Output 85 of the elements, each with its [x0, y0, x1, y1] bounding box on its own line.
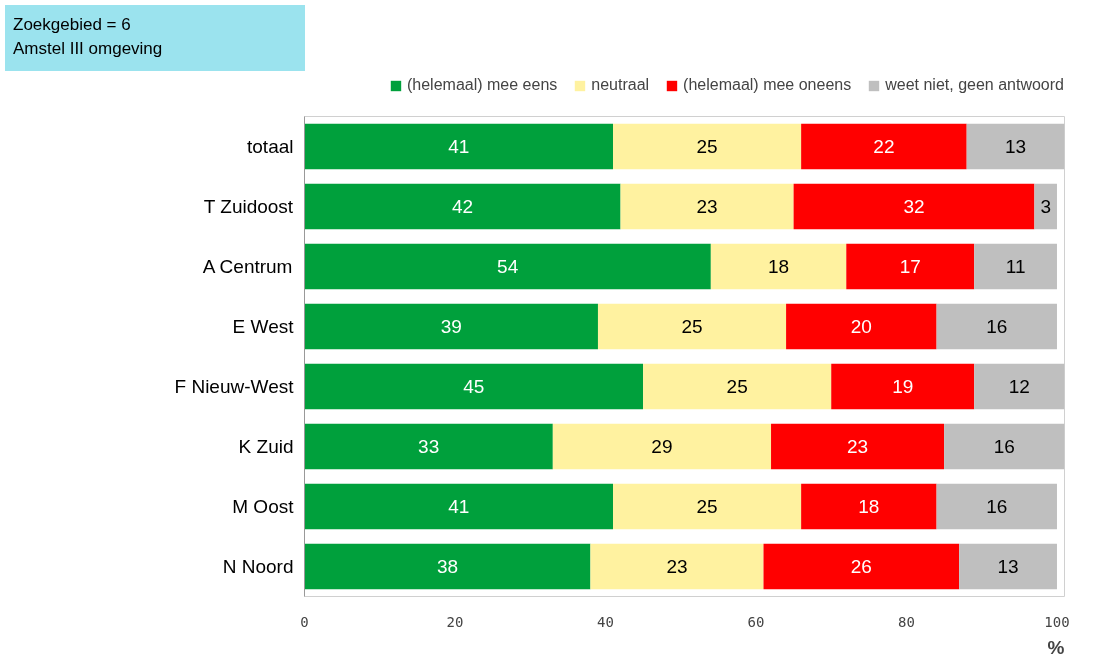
data-label: 25 — [681, 316, 703, 337]
bar — [966, 123, 1065, 170]
legend-label: (helemaal) mee oneens — [683, 76, 852, 94]
x-tick-label: 20 — [446, 613, 464, 630]
bar — [304, 543, 591, 590]
data-label: 45 — [463, 376, 485, 397]
data-label: 17 — [899, 256, 921, 277]
legend-label: (helemaal) mee eens — [406, 76, 558, 94]
y-tick-label: K Zuid — [238, 436, 294, 457]
bar — [304, 243, 711, 290]
bar — [936, 303, 1057, 350]
bar — [643, 363, 832, 410]
data-label: 3 — [1040, 196, 1051, 217]
data-label: 41 — [448, 496, 470, 517]
data-label: 22 — [873, 136, 895, 157]
bar — [304, 123, 614, 170]
bar — [944, 423, 1065, 470]
data-label: 11 — [1005, 256, 1026, 277]
data-label: 26 — [850, 556, 872, 577]
y-tick-label: T Zuidoost — [203, 196, 294, 217]
data-label: 18 — [767, 256, 790, 277]
data-label: 23 — [666, 556, 688, 577]
bar — [304, 423, 553, 470]
data-label: 18 — [858, 496, 880, 517]
x-tick-label: 0 — [300, 613, 309, 630]
legend-label: neutraal — [591, 76, 650, 94]
bar — [1034, 183, 1057, 230]
text: Amstel III omgeving — [13, 39, 163, 59]
data-label: 19 — [892, 376, 914, 397]
data-label: 25 — [726, 376, 748, 397]
bar — [304, 483, 614, 530]
bar — [304, 183, 621, 230]
bar — [974, 243, 1057, 290]
x-tick-label: 40 — [597, 613, 614, 630]
bar — [590, 543, 764, 590]
x-tick-label: 100 — [1044, 613, 1070, 630]
y-tick-label: totaal — [247, 136, 294, 157]
data-label: 16 — [986, 496, 1008, 517]
data-label: 29 — [651, 436, 673, 457]
data-label: 23 — [847, 436, 869, 457]
bar — [620, 183, 794, 230]
x-tick-label: 60 — [747, 613, 765, 630]
y-tick-label: E West — [232, 316, 295, 337]
y-tick-label: F Nieuw-West — [174, 376, 295, 397]
bar — [763, 543, 960, 590]
bar — [552, 423, 772, 470]
data-label: 39 — [440, 316, 462, 337]
data-label: 41 — [448, 136, 470, 157]
bar — [974, 363, 1065, 410]
bar — [613, 123, 802, 170]
data-label: 20 — [850, 316, 872, 337]
data-label: 38 — [436, 556, 459, 577]
data-label: 23 — [696, 196, 718, 217]
y-tick-label: N Noord — [222, 556, 294, 577]
data-label: 16 — [986, 316, 1008, 337]
data-label: 33 — [418, 436, 440, 457]
bar — [831, 363, 975, 410]
data-label: 54 — [497, 256, 519, 277]
data-label: 42 — [451, 196, 474, 217]
data-label: 16 — [993, 436, 1015, 457]
x-tick-label: 80 — [898, 613, 915, 630]
bar — [786, 303, 937, 350]
data-label: 25 — [696, 136, 718, 157]
data-label: 25 — [696, 496, 718, 517]
bar — [959, 543, 1057, 590]
data-label: 12 — [1008, 376, 1030, 397]
legend-label: weet niet, geen antwoord — [885, 76, 1064, 94]
bar — [846, 243, 975, 290]
bar — [801, 483, 937, 530]
bar — [710, 243, 847, 290]
text: Zoekgebied = 6 — [13, 15, 131, 34]
bar — [936, 483, 1057, 530]
bar — [771, 423, 945, 470]
bar — [613, 483, 802, 530]
y-tick-label: M Oost — [232, 496, 295, 517]
x-axis-title: % — [1047, 636, 1065, 658]
bar — [597, 303, 787, 350]
bar — [304, 363, 644, 410]
data-label: 13 — [1005, 136, 1027, 157]
y-tick-label: A Centrum — [202, 256, 293, 277]
bar — [801, 123, 967, 170]
bar — [304, 303, 598, 350]
data-label: 32 — [903, 196, 925, 217]
data-label: 13 — [997, 556, 1019, 577]
bar — [793, 183, 1035, 230]
